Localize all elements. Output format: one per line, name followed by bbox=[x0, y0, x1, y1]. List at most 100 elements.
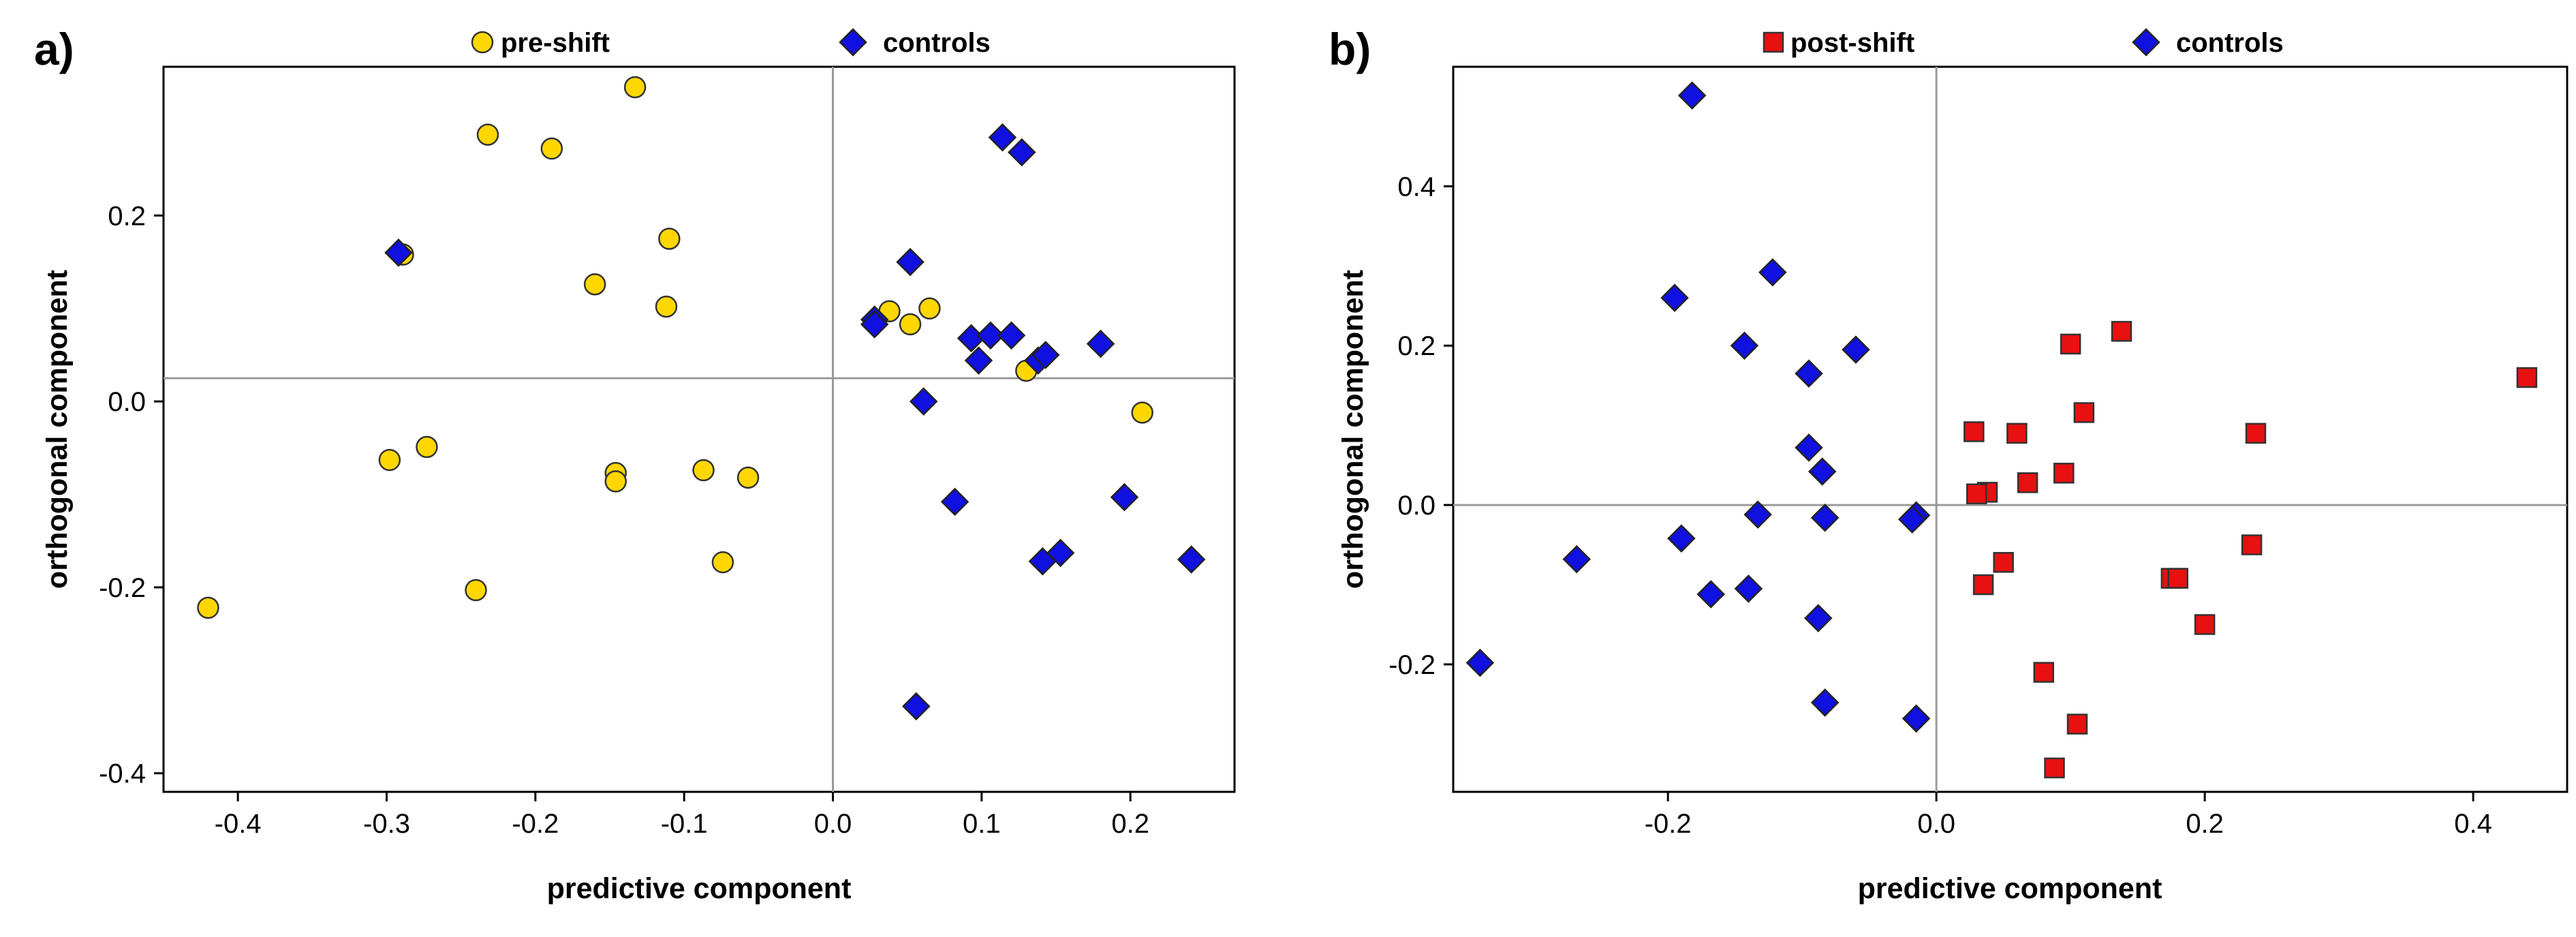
panel-a-plot-area bbox=[162, 65, 1236, 793]
point-controls bbox=[1730, 331, 1759, 360]
panel-b-y-tick-label: 0.0 bbox=[1397, 491, 1436, 521]
panel-b: b) post-shift controls -0.2 0.0 0.2 0.4-0.2… bbox=[1329, 24, 2569, 905]
legend-pre-shift-marker bbox=[471, 31, 494, 54]
panel-b-zero-lines bbox=[1453, 67, 2567, 792]
panel-b-y-tick-label: -0.2 bbox=[1388, 650, 1436, 680]
point-controls bbox=[1807, 457, 1837, 486]
point-pre-shift bbox=[655, 295, 678, 318]
panel-b-y-tick-label: 0.4 bbox=[1397, 172, 1436, 202]
point-pre-shift bbox=[1131, 401, 1153, 424]
panel-b-legend: post-shift controls bbox=[1763, 28, 2284, 58]
panel-b-y-axis-title: orthogonal component bbox=[1337, 270, 1369, 589]
legend-controls-marker-b bbox=[2132, 28, 2160, 57]
point-controls bbox=[1660, 283, 1689, 312]
panel-b-x-tick-label: 0.0 bbox=[1917, 809, 1955, 839]
point-controls bbox=[1028, 547, 1057, 576]
point-controls bbox=[976, 321, 1005, 350]
point-pre-shift bbox=[711, 551, 734, 574]
point-post-shift bbox=[2033, 662, 2054, 683]
panel-a-x-tick-label: -0.2 bbox=[512, 809, 559, 839]
point-pre-shift bbox=[623, 76, 647, 99]
point-pre-shift bbox=[604, 470, 627, 493]
panel-b-ticks: -0.2 0.0 0.2 0.4 -0.2 0.0 0.2 0.4 bbox=[1388, 172, 2492, 839]
point-controls bbox=[1734, 574, 1763, 603]
point-controls bbox=[1110, 482, 1139, 512]
panel-a-points bbox=[197, 76, 1206, 721]
point-controls bbox=[1758, 258, 1787, 287]
point-post-shift bbox=[2167, 568, 2188, 589]
legend-controls-label-a: controls bbox=[883, 28, 991, 58]
legend-pre-shift-label: pre-shift bbox=[501, 28, 610, 58]
point-controls bbox=[1810, 504, 1840, 532]
point-controls bbox=[1810, 688, 1840, 717]
point-controls bbox=[909, 387, 938, 416]
point-pre-shift bbox=[476, 123, 499, 146]
panel-a-y-tick-label: -0.2 bbox=[99, 573, 146, 603]
legend-post-shift-marker bbox=[1763, 31, 1784, 53]
point-post-shift bbox=[2111, 320, 2132, 342]
point-controls bbox=[1008, 138, 1036, 167]
panel-b-x-tick-label: 0.4 bbox=[2454, 809, 2492, 839]
point-controls bbox=[1465, 648, 1495, 677]
panel-b-label: b) bbox=[1329, 24, 1371, 74]
point-controls bbox=[1562, 544, 1591, 574]
point-controls bbox=[1677, 81, 1707, 110]
legend-controls-marker-a bbox=[839, 28, 867, 57]
point-post-shift bbox=[1972, 574, 1994, 596]
panel-a-x-tick-label: -0.3 bbox=[363, 809, 410, 839]
point-post-shift bbox=[2017, 472, 2038, 493]
point-controls bbox=[1743, 500, 1772, 529]
panel-a-ticks: -0.4 -0.3 -0.2 -0.1 0.0 0.1 0.2 -0.4 -0.2 0.0 0.2 bbox=[99, 201, 1149, 839]
point-controls bbox=[860, 310, 889, 339]
point-post-shift bbox=[2053, 463, 2075, 484]
point-controls bbox=[1795, 359, 1823, 388]
panel-a-y-axis-title: orthogonal component bbox=[41, 270, 74, 589]
point-post-shift bbox=[2516, 367, 2538, 388]
panel-b-x-axis-title: predictive component bbox=[1858, 872, 2162, 905]
point-pre-shift bbox=[736, 466, 760, 489]
legend-post-shift-label: post-shift bbox=[1790, 28, 1914, 58]
panel-b-y-tick-label: 0.2 bbox=[1397, 331, 1436, 361]
point-pre-shift bbox=[378, 448, 401, 472]
point-controls bbox=[1177, 545, 1206, 574]
point-pre-shift bbox=[899, 313, 922, 336]
point-post-shift bbox=[2006, 423, 2028, 444]
point-controls bbox=[1842, 335, 1870, 364]
panel-a-y-tick-label: 0.2 bbox=[108, 201, 146, 231]
panel-a-x-axis-title: predictive component bbox=[547, 872, 852, 905]
point-pre-shift bbox=[918, 297, 941, 320]
point-controls bbox=[1897, 505, 1927, 534]
point-pre-shift bbox=[692, 459, 715, 482]
point-controls bbox=[896, 247, 925, 277]
panel-a-label: a) bbox=[34, 24, 74, 74]
point-pre-shift bbox=[465, 579, 487, 602]
point-controls bbox=[997, 321, 1026, 350]
point-post-shift bbox=[1993, 552, 2014, 573]
point-post-shift bbox=[1964, 421, 1985, 442]
panel-b-points bbox=[1465, 81, 2538, 779]
panel-a-x-tick-label: 0.0 bbox=[814, 809, 852, 839]
point-controls bbox=[1696, 580, 1725, 609]
point-controls bbox=[384, 239, 413, 267]
panel-a-x-tick-label: 0.2 bbox=[1111, 809, 1149, 839]
point-controls bbox=[1031, 341, 1060, 369]
point-controls bbox=[1086, 329, 1115, 358]
point-controls bbox=[940, 487, 969, 517]
point-post-shift bbox=[2060, 333, 2081, 355]
point-pre-shift bbox=[197, 596, 219, 619]
point-post-shift bbox=[2245, 423, 2267, 444]
point-controls bbox=[1804, 604, 1833, 632]
panel-a-y-tick-label: -0.4 bbox=[99, 759, 146, 789]
point-controls bbox=[964, 346, 993, 375]
point-pre-shift bbox=[658, 228, 681, 250]
point-pre-shift bbox=[416, 435, 438, 459]
point-controls bbox=[901, 692, 931, 721]
panel-a-x-tick-label: -0.1 bbox=[661, 809, 708, 839]
point-post-shift bbox=[2194, 614, 2216, 635]
legend-controls-label-b: controls bbox=[2176, 28, 2284, 58]
panel-b-x-tick-label: 0.2 bbox=[2186, 809, 2224, 839]
point-post-shift bbox=[2073, 402, 2095, 423]
point-controls bbox=[1795, 433, 1823, 462]
point-pre-shift bbox=[540, 137, 563, 160]
